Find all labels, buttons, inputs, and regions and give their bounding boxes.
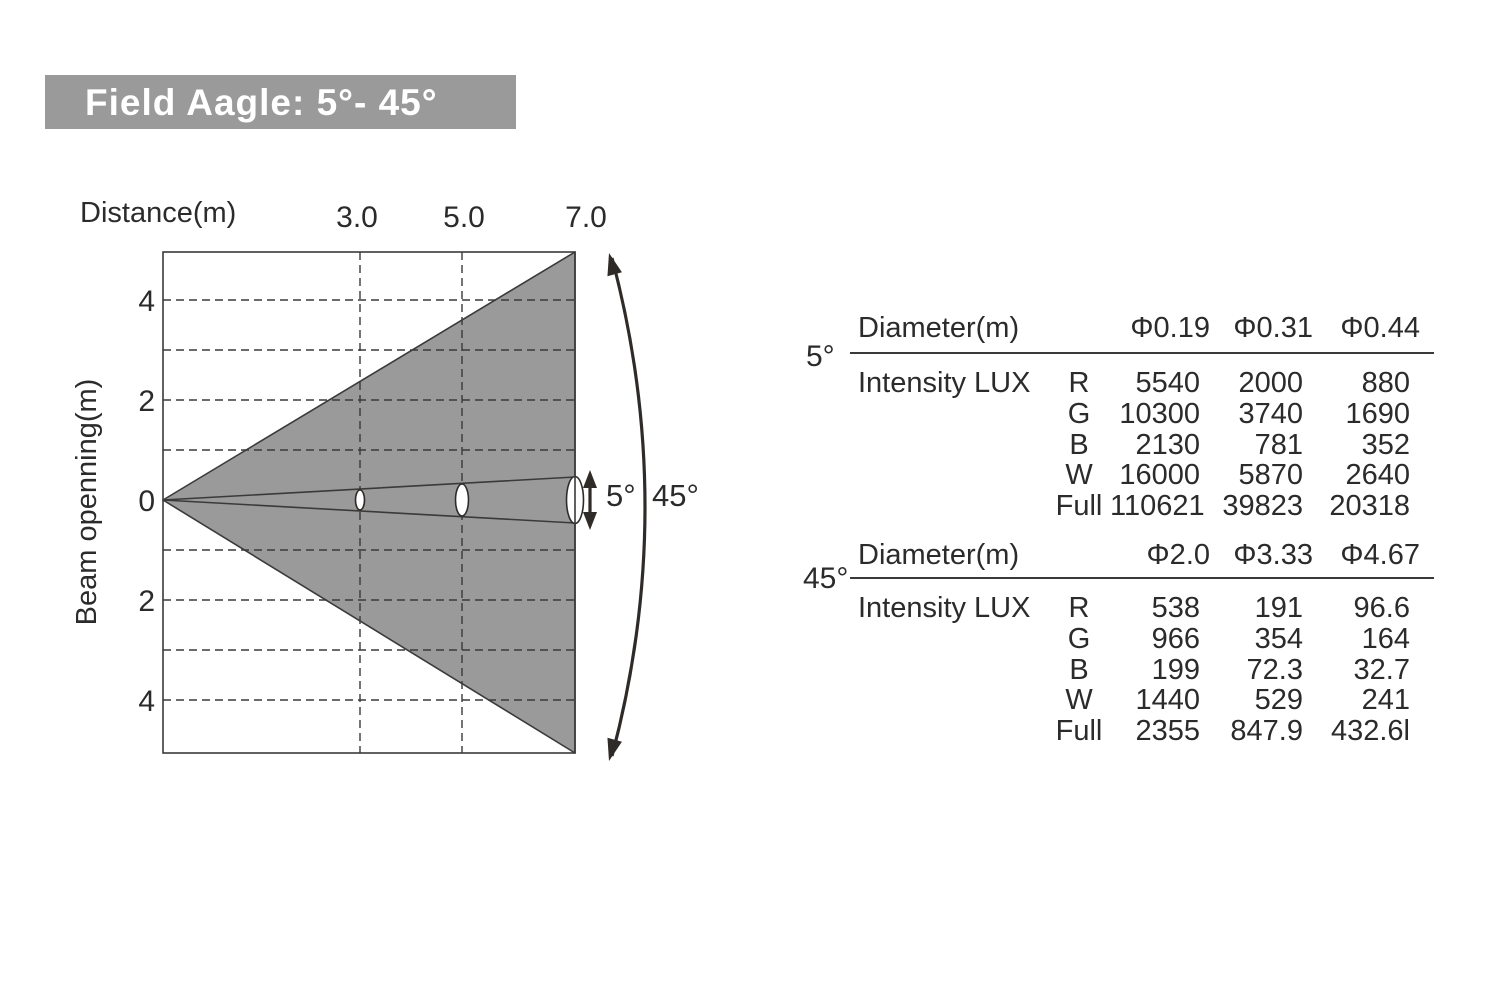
- intensity-value: 241: [1361, 684, 1410, 717]
- intensity-value: 966: [1151, 622, 1200, 655]
- intensity-value: 529: [1254, 684, 1303, 717]
- channel-label: W: [1065, 459, 1093, 492]
- diameter-value: Φ0.44: [1340, 312, 1420, 344]
- intensity-value: 354: [1254, 622, 1303, 655]
- table-45deg-body: R 538 191 96.6 G 966 354 164 B 199 72.3 …: [1048, 593, 1410, 747]
- x-axis-label: Distance(m): [80, 197, 236, 229]
- channel-label: B: [1069, 428, 1089, 461]
- angle-45-arc: [607, 253, 647, 761]
- beam-spot-5m: [454, 483, 470, 517]
- intensity-value: 5870: [1238, 459, 1303, 492]
- intensity-value: 10300: [1119, 397, 1200, 430]
- diameter-value: Φ0.31: [1233, 312, 1313, 344]
- channel-label: Full: [1055, 490, 1103, 523]
- channel-label: R: [1068, 367, 1090, 399]
- intensity-value: 72.3: [1246, 653, 1303, 686]
- intensity-label: Intensity LUX: [858, 592, 1031, 624]
- table-45deg-rule: [850, 577, 1434, 579]
- x-tick-3: 3.0: [336, 201, 378, 234]
- intensity-value: 781: [1254, 428, 1303, 461]
- diameter-value: Φ3.33: [1233, 539, 1313, 571]
- channel-label: G: [1067, 622, 1091, 655]
- intensity-value: 199: [1151, 653, 1200, 686]
- channel-label: W: [1065, 684, 1093, 717]
- beam-spot-3m: [354, 489, 366, 511]
- intensity-value: 20318: [1329, 490, 1410, 523]
- intensity-value: 16000: [1119, 459, 1200, 492]
- table-5deg-body: R 5540 2000 880 G 10300 3740 1690 B 2130…: [1048, 368, 1410, 522]
- angle-45-label: 45°: [652, 478, 699, 513]
- intensity-value: 538: [1151, 592, 1200, 624]
- intensity-value: 880: [1361, 367, 1410, 399]
- diameter-value: Φ2.0: [1146, 539, 1210, 571]
- intensity-value: 110621: [1110, 490, 1205, 523]
- table-5deg-angle: 5°: [806, 340, 835, 373]
- intensity-value: 432.6l: [1330, 715, 1410, 748]
- channel-label: R: [1068, 592, 1090, 624]
- intensity-value: 2130: [1135, 428, 1200, 461]
- x-tick-7: 7.0: [565, 201, 607, 234]
- angle-5-label: 5°: [606, 478, 636, 513]
- y-tick-4-top: 4: [138, 285, 155, 318]
- intensity-value: 1440: [1135, 684, 1200, 717]
- table-5deg-header: Diameter(m) Φ0.19 Φ0.31 Φ0.44: [858, 313, 1420, 344]
- intensity-label: Intensity LUX: [858, 367, 1031, 399]
- intensity-value: 3740: [1238, 397, 1303, 430]
- plot-border: [162, 251, 576, 754]
- channel-label: G: [1067, 397, 1091, 430]
- intensity-value: 32.7: [1353, 653, 1410, 686]
- x-tick-5: 5.0: [443, 201, 485, 234]
- intensity-value: 96.6: [1353, 592, 1410, 624]
- y-tick-2-bottom: 2: [138, 585, 155, 618]
- intensity-value: 5540: [1135, 367, 1200, 399]
- diameter-value: Φ4.67: [1340, 539, 1420, 571]
- diameter-label: Diameter(m): [858, 312, 1020, 344]
- intensity-value: 164: [1361, 622, 1410, 655]
- table-45deg-angle: 45°: [803, 562, 849, 595]
- channel-label: B: [1069, 653, 1089, 686]
- channel-label: Full: [1055, 715, 1103, 748]
- intensity-value: 2355: [1135, 715, 1200, 748]
- intensity-value: 2640: [1345, 459, 1410, 492]
- y-tick-2-top: 2: [138, 385, 155, 418]
- intensity-value: 2000: [1238, 367, 1303, 399]
- intensity-value: 847.9: [1230, 715, 1303, 748]
- y-tick-4-bottom: 4: [138, 685, 155, 718]
- field-angle-title: Field Aagle: 5°- 45°: [85, 82, 438, 123]
- diameter-label: Diameter(m): [858, 539, 1020, 571]
- angle-5-arrow: [583, 470, 597, 530]
- diameter-value: Φ0.19: [1130, 312, 1210, 344]
- intensity-value: 39823: [1222, 490, 1303, 523]
- y-axis-label: Beam openning(m): [71, 379, 103, 626]
- y-tick-0: 0: [138, 485, 155, 518]
- intensity-value: 352: [1361, 428, 1410, 461]
- table-45deg-header: Diameter(m) Φ2.0 Φ3.33 Φ4.67: [858, 540, 1420, 571]
- intensity-value: 191: [1254, 592, 1303, 624]
- field-angle-badge: Field Aagle: 5°- 45°: [45, 75, 516, 129]
- table-5deg-rule: [850, 352, 1434, 354]
- intensity-value: 1690: [1345, 397, 1410, 430]
